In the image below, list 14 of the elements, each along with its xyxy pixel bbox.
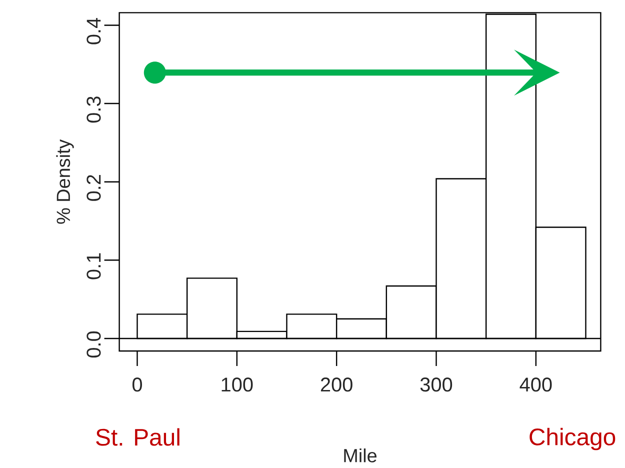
y-tick-label: 0.2 (86, 175, 101, 201)
text: Chicago (530, 428, 616, 450)
x-tick-label: 300 (420, 378, 452, 392)
y-axis-title: % Density (56, 139, 74, 224)
text: St. Paul (96, 428, 180, 446)
x-tick-label: 100 (222, 378, 253, 392)
x-tick-label: 200 (320, 378, 352, 392)
y-tick-label: 0.3 (86, 96, 101, 123)
x-axis-title: Mile (344, 448, 377, 462)
y-tick-label: 0.1 (86, 253, 101, 280)
y-tick-label: 0.0 (86, 331, 101, 358)
y-tick-label: 0.4 (86, 18, 101, 44)
x-tick-label: 0 (132, 378, 142, 392)
x-tick-label: 400 (520, 378, 552, 392)
